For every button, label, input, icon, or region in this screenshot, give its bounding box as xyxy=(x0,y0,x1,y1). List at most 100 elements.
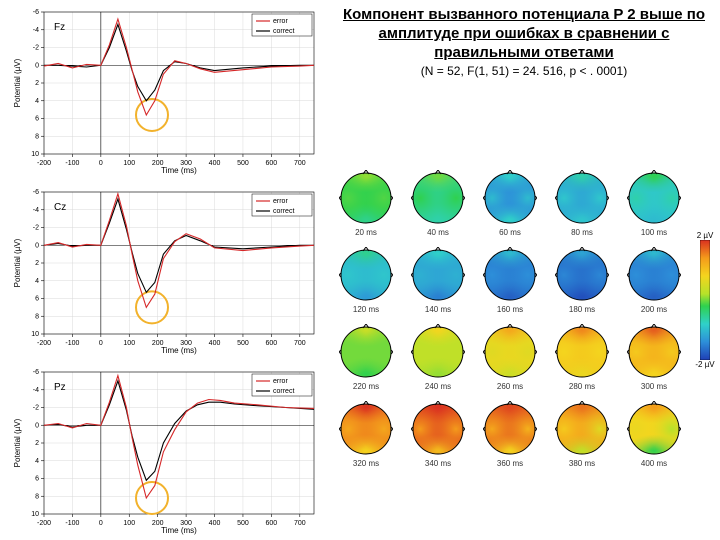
figure-page: -200-1000100200300400500600700-6-4-20246… xyxy=(0,0,720,540)
svg-text:600: 600 xyxy=(266,520,278,527)
svg-text:Potential (µV): Potential (µV) xyxy=(13,58,22,107)
svg-text:error: error xyxy=(273,18,288,25)
topomap-cell: 280 ms xyxy=(554,324,610,391)
svg-text:Cz: Cz xyxy=(54,202,66,213)
svg-text:-4: -4 xyxy=(33,27,39,34)
colorbar-min-label: -2 µV xyxy=(695,360,714,369)
topomap-cell: 400 ms xyxy=(626,401,682,468)
svg-text:4: 4 xyxy=(35,98,39,105)
svg-text:700: 700 xyxy=(294,160,306,167)
svg-text:8: 8 xyxy=(35,133,39,140)
topomap-time-label: 200 ms xyxy=(641,305,667,314)
colorbar-gradient xyxy=(700,240,710,360)
topomap-time-label: 380 ms xyxy=(569,459,595,468)
topomap-time-label: 40 ms xyxy=(427,228,449,237)
topomap-time-label: 220 ms xyxy=(353,382,379,391)
erp-plot-cz: -200-1000100200300400500600700-6-4-20246… xyxy=(10,184,320,356)
topomap-row: 20 ms 40 ms xyxy=(330,170,690,237)
svg-text:-100: -100 xyxy=(65,340,79,347)
topomap-time-label: 360 ms xyxy=(497,459,523,468)
topomap-time-label: 280 ms xyxy=(569,382,595,391)
svg-text:-6: -6 xyxy=(33,369,39,376)
topomap-cell: 360 ms xyxy=(482,401,538,468)
topomap-time-label: 340 ms xyxy=(425,459,451,468)
topomap-time-label: 300 ms xyxy=(641,382,667,391)
topomap-time-label: 100 ms xyxy=(641,228,667,237)
svg-text:2: 2 xyxy=(35,80,39,87)
svg-text:8: 8 xyxy=(35,493,39,500)
svg-text:600: 600 xyxy=(266,340,278,347)
svg-text:400: 400 xyxy=(209,520,221,527)
svg-text:correct: correct xyxy=(273,208,294,215)
topomap-time-label: 240 ms xyxy=(425,382,451,391)
topomap-cell: 200 ms xyxy=(626,247,682,314)
figure-title: Компонент вызванного потенциала P 2 выше… xyxy=(330,0,718,64)
topomap-cell: 80 ms xyxy=(554,170,610,237)
svg-text:-200: -200 xyxy=(37,340,51,347)
topomap-cell: 160 ms xyxy=(482,247,538,314)
svg-text:6: 6 xyxy=(35,296,39,303)
topomap-time-label: 120 ms xyxy=(353,305,379,314)
svg-text:-4: -4 xyxy=(33,207,39,214)
topomap-time-label: 140 ms xyxy=(425,305,451,314)
erp-plot-pz: -200-1000100200300400500600700-6-4-20246… xyxy=(10,364,320,536)
svg-text:correct: correct xyxy=(273,28,294,35)
svg-text:6: 6 xyxy=(35,476,39,483)
svg-text:-2: -2 xyxy=(33,225,39,232)
svg-text:correct: correct xyxy=(273,388,294,395)
topomap-time-label: 60 ms xyxy=(499,228,521,237)
svg-text:0: 0 xyxy=(99,520,103,527)
topomap-cell: 340 ms xyxy=(410,401,466,468)
svg-text:-200: -200 xyxy=(37,160,51,167)
svg-text:10: 10 xyxy=(31,151,39,158)
erp-plot-fz: -200-1000100200300400500600700-6-4-20246… xyxy=(10,4,320,176)
svg-text:100: 100 xyxy=(123,340,135,347)
svg-text:600: 600 xyxy=(266,160,278,167)
svg-text:10: 10 xyxy=(31,331,39,338)
svg-text:0: 0 xyxy=(35,422,39,429)
svg-text:400: 400 xyxy=(209,340,221,347)
svg-text:6: 6 xyxy=(35,116,39,123)
svg-text:Time (ms): Time (ms) xyxy=(161,166,197,175)
topomap-grid: 20 ms 40 ms xyxy=(330,170,690,536)
svg-text:4: 4 xyxy=(35,278,39,285)
topomap-time-label: 260 ms xyxy=(497,382,523,391)
svg-text:400: 400 xyxy=(209,160,221,167)
svg-text:-2: -2 xyxy=(33,405,39,412)
svg-text:100: 100 xyxy=(123,520,135,527)
topomap-cell: 240 ms xyxy=(410,324,466,391)
topomap-cell: 180 ms xyxy=(554,247,610,314)
erp-column: -200-1000100200300400500600700-6-4-20246… xyxy=(10,4,320,536)
topomap-cell: 220 ms xyxy=(338,324,394,391)
svg-text:0: 0 xyxy=(99,340,103,347)
svg-text:2: 2 xyxy=(35,260,39,267)
svg-text:-100: -100 xyxy=(65,160,79,167)
colorbar-max-label: 2 µV xyxy=(697,231,714,240)
topomap-cell: 100 ms xyxy=(626,170,682,237)
svg-text:Fz: Fz xyxy=(54,22,65,33)
topomap-cell: 120 ms xyxy=(338,247,394,314)
svg-text:4: 4 xyxy=(35,458,39,465)
topomap-time-label: 180 ms xyxy=(569,305,595,314)
svg-text:0: 0 xyxy=(35,242,39,249)
svg-text:8: 8 xyxy=(35,313,39,320)
svg-text:-2: -2 xyxy=(33,45,39,52)
topomap-cell: 40 ms xyxy=(410,170,466,237)
topomap-cell: 320 ms xyxy=(338,401,394,468)
svg-text:100: 100 xyxy=(123,160,135,167)
topomap-time-label: 20 ms xyxy=(355,228,377,237)
svg-text:Time (ms): Time (ms) xyxy=(161,526,197,535)
colorbar: 2 µV -2 µV xyxy=(694,230,716,370)
topomap-time-label: 80 ms xyxy=(571,228,593,237)
svg-text:2: 2 xyxy=(35,440,39,447)
svg-text:0: 0 xyxy=(99,160,103,167)
svg-text:-6: -6 xyxy=(33,189,39,196)
svg-text:700: 700 xyxy=(294,520,306,527)
svg-text:Pz: Pz xyxy=(54,382,66,393)
stats-text: (N = 52, F(1, 51) = 24. 516, p < . 0001) xyxy=(330,64,718,78)
topomap-row: 220 ms 240 ms xyxy=(330,324,690,391)
svg-text:-4: -4 xyxy=(33,387,39,394)
topomap-cell: 140 ms xyxy=(410,247,466,314)
svg-text:Potential (µV): Potential (µV) xyxy=(13,238,22,287)
svg-text:error: error xyxy=(273,378,288,385)
